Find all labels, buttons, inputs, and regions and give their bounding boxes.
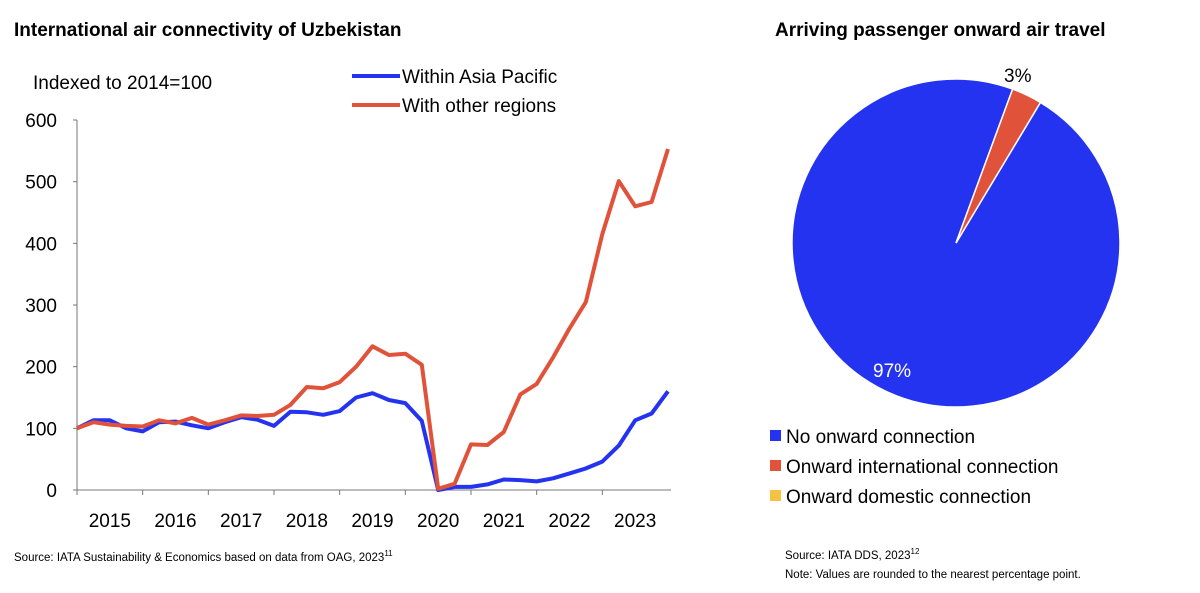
legend-swatch-domestic	[770, 490, 781, 501]
y-tick-label: 600	[25, 111, 57, 132]
series-line-asia-pacific	[76, 390, 670, 492]
y-tick-label: 200	[25, 358, 57, 379]
y-tick-label: 400	[25, 234, 57, 255]
line-chart-source: Source: IATA Sustainability & Economics …	[14, 549, 393, 564]
x-tick-label: 2021	[483, 511, 525, 532]
legend-label-international: Onward international connection	[786, 457, 1059, 478]
x-tick-label: 2019	[351, 511, 393, 532]
pie-chart-note: Note: Values are rounded to the nearest …	[785, 569, 1081, 581]
legend-label-asia-pacific: Within Asia Pacific	[402, 67, 557, 88]
series-line-other-regions	[76, 148, 670, 491]
pie	[791, 78, 1121, 408]
x-tick-label: 2023	[614, 511, 656, 532]
line-legend: Within Asia Pacific With other regions	[352, 67, 557, 117]
legend-swatch-no-onward	[770, 430, 781, 441]
legend-swatch-international	[770, 460, 781, 471]
line-chart-title: International air connectivity of Uzbeki…	[14, 20, 401, 41]
pie-data-label-international: 3%	[1004, 66, 1032, 87]
x-tick-label: 2022	[548, 511, 590, 532]
x-tick-label: 2018	[286, 511, 328, 532]
pie-slice-onward-international-connection	[955, 88, 1042, 244]
x-tick-label: 2016	[154, 511, 196, 532]
y-tick-label: 500	[25, 173, 57, 194]
pie-chart-title: Arriving passenger onward air travel	[775, 20, 1106, 41]
x-tick-label: 2020	[417, 511, 459, 532]
pie-chart-source: Source: IATA DDS, 202312	[785, 547, 920, 562]
y-tick-label: 300	[25, 296, 57, 317]
x-tick-label: 2017	[220, 511, 262, 532]
y-axis-label: Indexed to 2014=100	[33, 73, 212, 94]
pie-legend: No onward connection Onward internationa…	[770, 427, 1059, 508]
pie-data-label-no-onward: 97%	[873, 361, 911, 382]
line-axes: 0 100 200 300 400 500 600 2015 2016 2017 2018 2019 2…	[25, 111, 671, 532]
legend-label-other-regions: With other regions	[402, 96, 556, 117]
legend-label-domestic: Onward domestic connection	[786, 487, 1031, 508]
y-tick-label: 100	[25, 419, 57, 440]
y-tick-label: 0	[46, 481, 57, 502]
legend-label-no-onward: No onward connection	[786, 427, 975, 448]
x-tick-label: 2015	[89, 511, 131, 532]
line-series	[76, 148, 670, 492]
